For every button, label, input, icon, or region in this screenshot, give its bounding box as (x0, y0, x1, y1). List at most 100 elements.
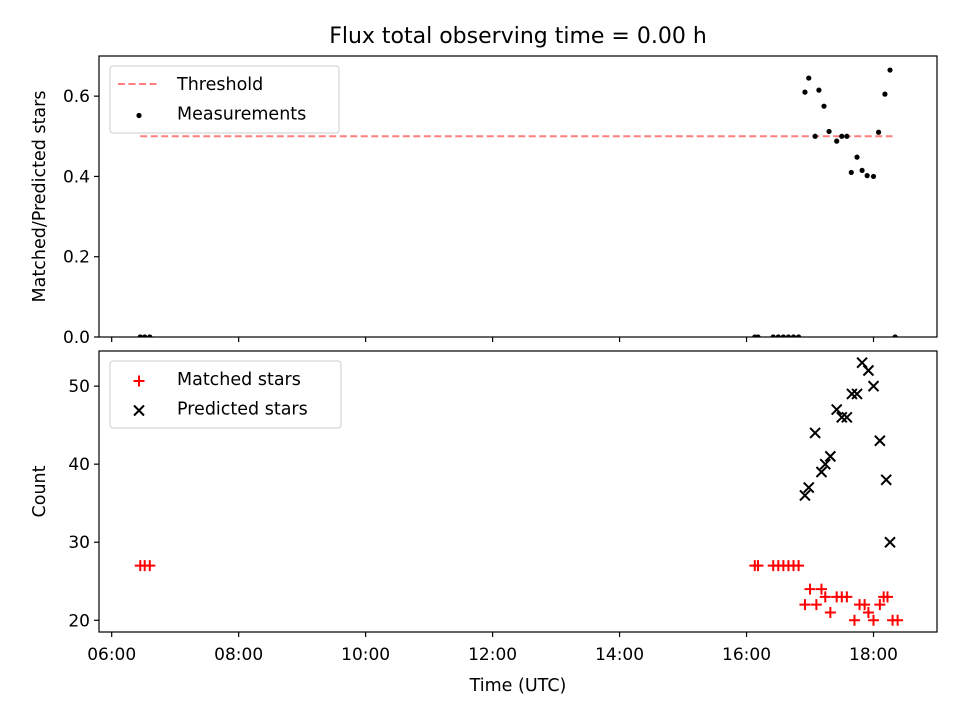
data-point (892, 334, 898, 337)
data-point (799, 599, 811, 611)
data-point (816, 87, 822, 93)
data-point (882, 91, 888, 97)
x-tick-label: 10:00 (341, 645, 390, 665)
data-point (815, 583, 827, 595)
data-point (137, 334, 143, 337)
data-point (884, 536, 896, 548)
data-point (844, 133, 850, 139)
data-point (859, 167, 865, 174)
data-point (887, 67, 893, 73)
data-point (804, 583, 816, 595)
x-tick-label: 06:00 (87, 645, 136, 665)
ratio-panel: 0.0 0.2 0.4 0.6 Matched/Predicted stars Thres… (30, 55, 938, 348)
x-tick-label: 16:00 (722, 645, 771, 665)
legend-box (109, 65, 340, 134)
legend-box (109, 360, 342, 429)
legend-label: Threshold (176, 75, 263, 95)
data-point (144, 560, 156, 572)
plot-area (134, 357, 904, 626)
data-point (812, 133, 818, 139)
data-point (780, 334, 786, 337)
data-point (841, 411, 853, 424)
series-matched-stars (134, 560, 904, 626)
legend-swatch (133, 375, 145, 387)
x-tick-label: 18:00 (849, 645, 898, 665)
chart-title: Flux total observing time = 0.00 h (329, 24, 707, 49)
data-point (821, 103, 827, 109)
data-point (793, 560, 805, 572)
legend-swatch (133, 404, 145, 417)
data-point (806, 75, 812, 81)
y-axis-label: Matched/Predicted stars (30, 91, 50, 303)
data-point (802, 89, 808, 95)
data-point (848, 169, 854, 176)
data-point (862, 606, 874, 618)
data-point (796, 334, 802, 337)
legend-swatch (136, 112, 142, 119)
data-point (867, 380, 880, 392)
data-point (839, 133, 845, 139)
data-point (770, 334, 776, 337)
data-point (874, 599, 886, 611)
data-point (870, 173, 877, 180)
y-tick-label: 20 (68, 611, 90, 631)
legend: Threshold Measurements (109, 65, 340, 134)
data-point (752, 560, 764, 572)
x-tick-label: 14:00 (595, 645, 644, 665)
y-tick-label: 0.4 (63, 167, 90, 187)
data-point (854, 154, 860, 160)
data-point (803, 481, 815, 494)
data-point (848, 614, 860, 626)
y-axis-label: Count (30, 465, 50, 517)
data-point (809, 427, 821, 439)
y-tick-label: 0.2 (63, 248, 90, 268)
legend: Matched stars Predicted stars (109, 360, 342, 429)
data-point (785, 334, 792, 337)
data-point (836, 411, 848, 424)
plot-area (137, 67, 898, 337)
data-point (826, 128, 832, 135)
data-point (824, 606, 836, 618)
y-tick-label: 0.0 (63, 328, 90, 348)
series-predicted-stars (799, 357, 896, 548)
data-point (147, 334, 153, 337)
x-axis-label: Time (UTC) (469, 676, 567, 696)
data-point (810, 599, 822, 611)
data-point (819, 591, 831, 603)
data-point (864, 173, 870, 179)
axes-frame (98, 350, 938, 633)
count-panel: 06:00 08:00 10:00 12:00 14:00 16:00 18:00 20 30 4… (30, 350, 938, 665)
data-point (790, 334, 797, 337)
data-point (856, 357, 868, 369)
legend-label: Measurements (177, 105, 306, 125)
data-point (755, 334, 761, 337)
data-point (892, 614, 904, 626)
y-tick-label: 30 (68, 533, 90, 553)
y-tick-label: 40 (68, 455, 90, 475)
data-point (834, 138, 840, 144)
data-point (775, 334, 781, 337)
x-tick-label: 08:00 (214, 645, 263, 665)
data-point (862, 364, 875, 377)
axes-frame (98, 55, 938, 338)
data-point (819, 458, 831, 470)
data-point (874, 435, 886, 447)
legend-label: Matched stars (177, 370, 301, 390)
data-point (875, 129, 882, 135)
data-point (868, 614, 880, 626)
data-point (859, 599, 871, 611)
y-tick-label: 0.6 (63, 87, 90, 107)
data-point (880, 474, 892, 486)
data-point (851, 388, 863, 400)
y-tick-label: 50 (68, 377, 90, 397)
data-point (846, 388, 858, 400)
data-point (881, 591, 893, 603)
data-point (830, 403, 843, 416)
x-tick-label: 12:00 (468, 645, 517, 665)
data-point (799, 489, 811, 502)
data-point (815, 466, 828, 478)
data-point (824, 450, 837, 463)
series-measurements (137, 67, 898, 337)
data-point (841, 591, 853, 603)
